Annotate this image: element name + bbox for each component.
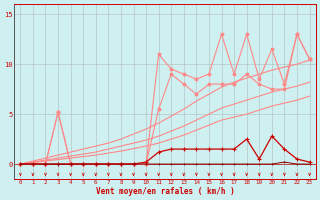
X-axis label: Vent moyen/en rafales ( km/h ): Vent moyen/en rafales ( km/h ) xyxy=(96,187,234,196)
